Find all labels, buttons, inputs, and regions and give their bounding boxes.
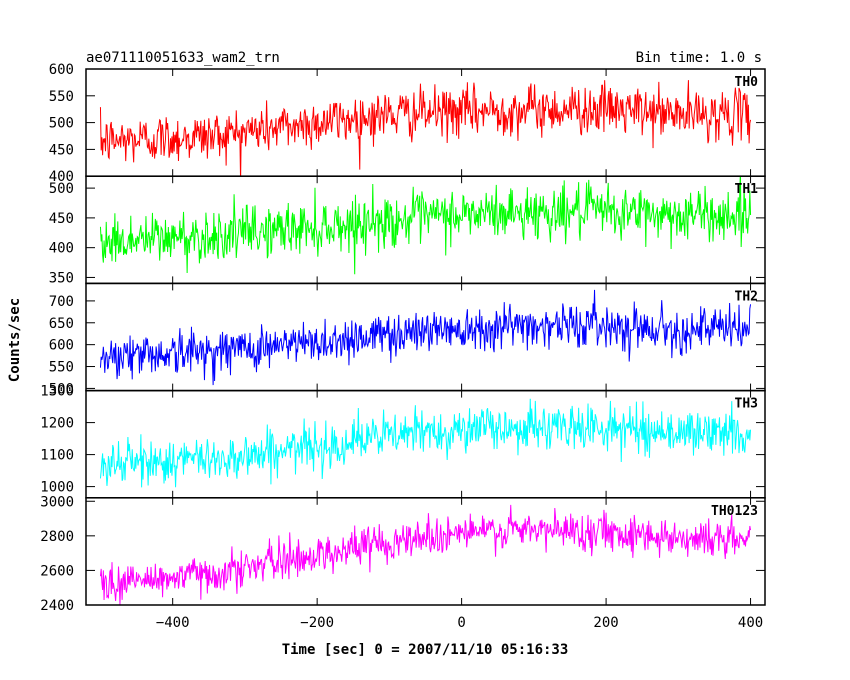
x-axis-title: Time [sec] 0 = 2007/11/10 05:16:33 (282, 642, 569, 658)
x-tick-label: 400 (738, 615, 763, 631)
series-th3 (99, 398, 752, 488)
y-tick-label: 2400 (40, 598, 74, 614)
y-tick-label: 650 (49, 316, 74, 332)
panel-frame (85, 389, 766, 499)
x-tick-label: −200 (300, 615, 334, 631)
panel-th0: 400 450 500 550 600 TH0 (49, 62, 766, 185)
chart-title: ae071110051633_wam2_trn (86, 50, 280, 66)
bin-time-label: Bin time: 1.0 s (636, 50, 762, 66)
y-tick-label: 500 (49, 116, 74, 132)
panel-label-th1: TH1 (735, 182, 759, 197)
x-axis: −400 −200 0 200 400 (156, 615, 763, 631)
series-th0 (99, 80, 752, 177)
panel-label-th3: TH3 (735, 397, 758, 412)
y-tick-label: 600 (49, 62, 74, 78)
y-tick-label: 700 (49, 294, 74, 310)
panel-frame (85, 282, 766, 392)
y-axis-title: Counts/sec (7, 298, 23, 382)
panel-frame (85, 497, 766, 606)
y-tick-label: 1300 (40, 384, 74, 400)
panels-group: 400 450 500 550 600 TH0 350 400 450 500 TH1 500 550 6… (40, 62, 766, 614)
panel-label-th0123: TH0123 (711, 504, 758, 519)
panel-frame (85, 175, 766, 285)
y-tick-label: 450 (49, 211, 74, 227)
x-tick-label: 0 (457, 615, 465, 631)
series-th2 (99, 289, 752, 386)
y-tick-label: 2600 (40, 563, 74, 579)
y-tick-label: 400 (49, 241, 74, 257)
series-th1 (99, 176, 752, 275)
series-th0123 (99, 504, 752, 605)
y-tick-label: 1000 (40, 480, 74, 496)
y-tick-label: 350 (49, 270, 74, 286)
y-tick-label: 400 (49, 169, 74, 185)
panel-th1: 350 400 450 500 TH1 (49, 175, 766, 286)
x-tick-label: −400 (156, 615, 190, 631)
y-tick-label: 1100 (40, 448, 74, 464)
panel-th0123: 2400 2600 2800 3000 TH0123 (40, 494, 766, 614)
y-tick-label: 1200 (40, 416, 74, 432)
y-tick-label: 550 (49, 89, 74, 105)
x-tick-label: 200 (593, 615, 618, 631)
y-tick-label: 550 (49, 360, 74, 376)
y-tick-label: 600 (49, 338, 74, 354)
y-tick-label: 3000 (40, 494, 74, 510)
panel-label-th0: TH0 (735, 75, 759, 90)
y-tick-label: 500 (49, 381, 74, 397)
y-tick-label: 500 (49, 181, 74, 197)
panel-label-th2: TH2 (735, 289, 758, 304)
panel-th3: 1000 1100 1200 1300 TH3 (40, 384, 766, 499)
y-tick-label: 450 (49, 142, 74, 158)
panel-th2: 500 550 600 650 700 TH2 (49, 282, 766, 397)
y-tick-label: 2800 (40, 529, 74, 545)
